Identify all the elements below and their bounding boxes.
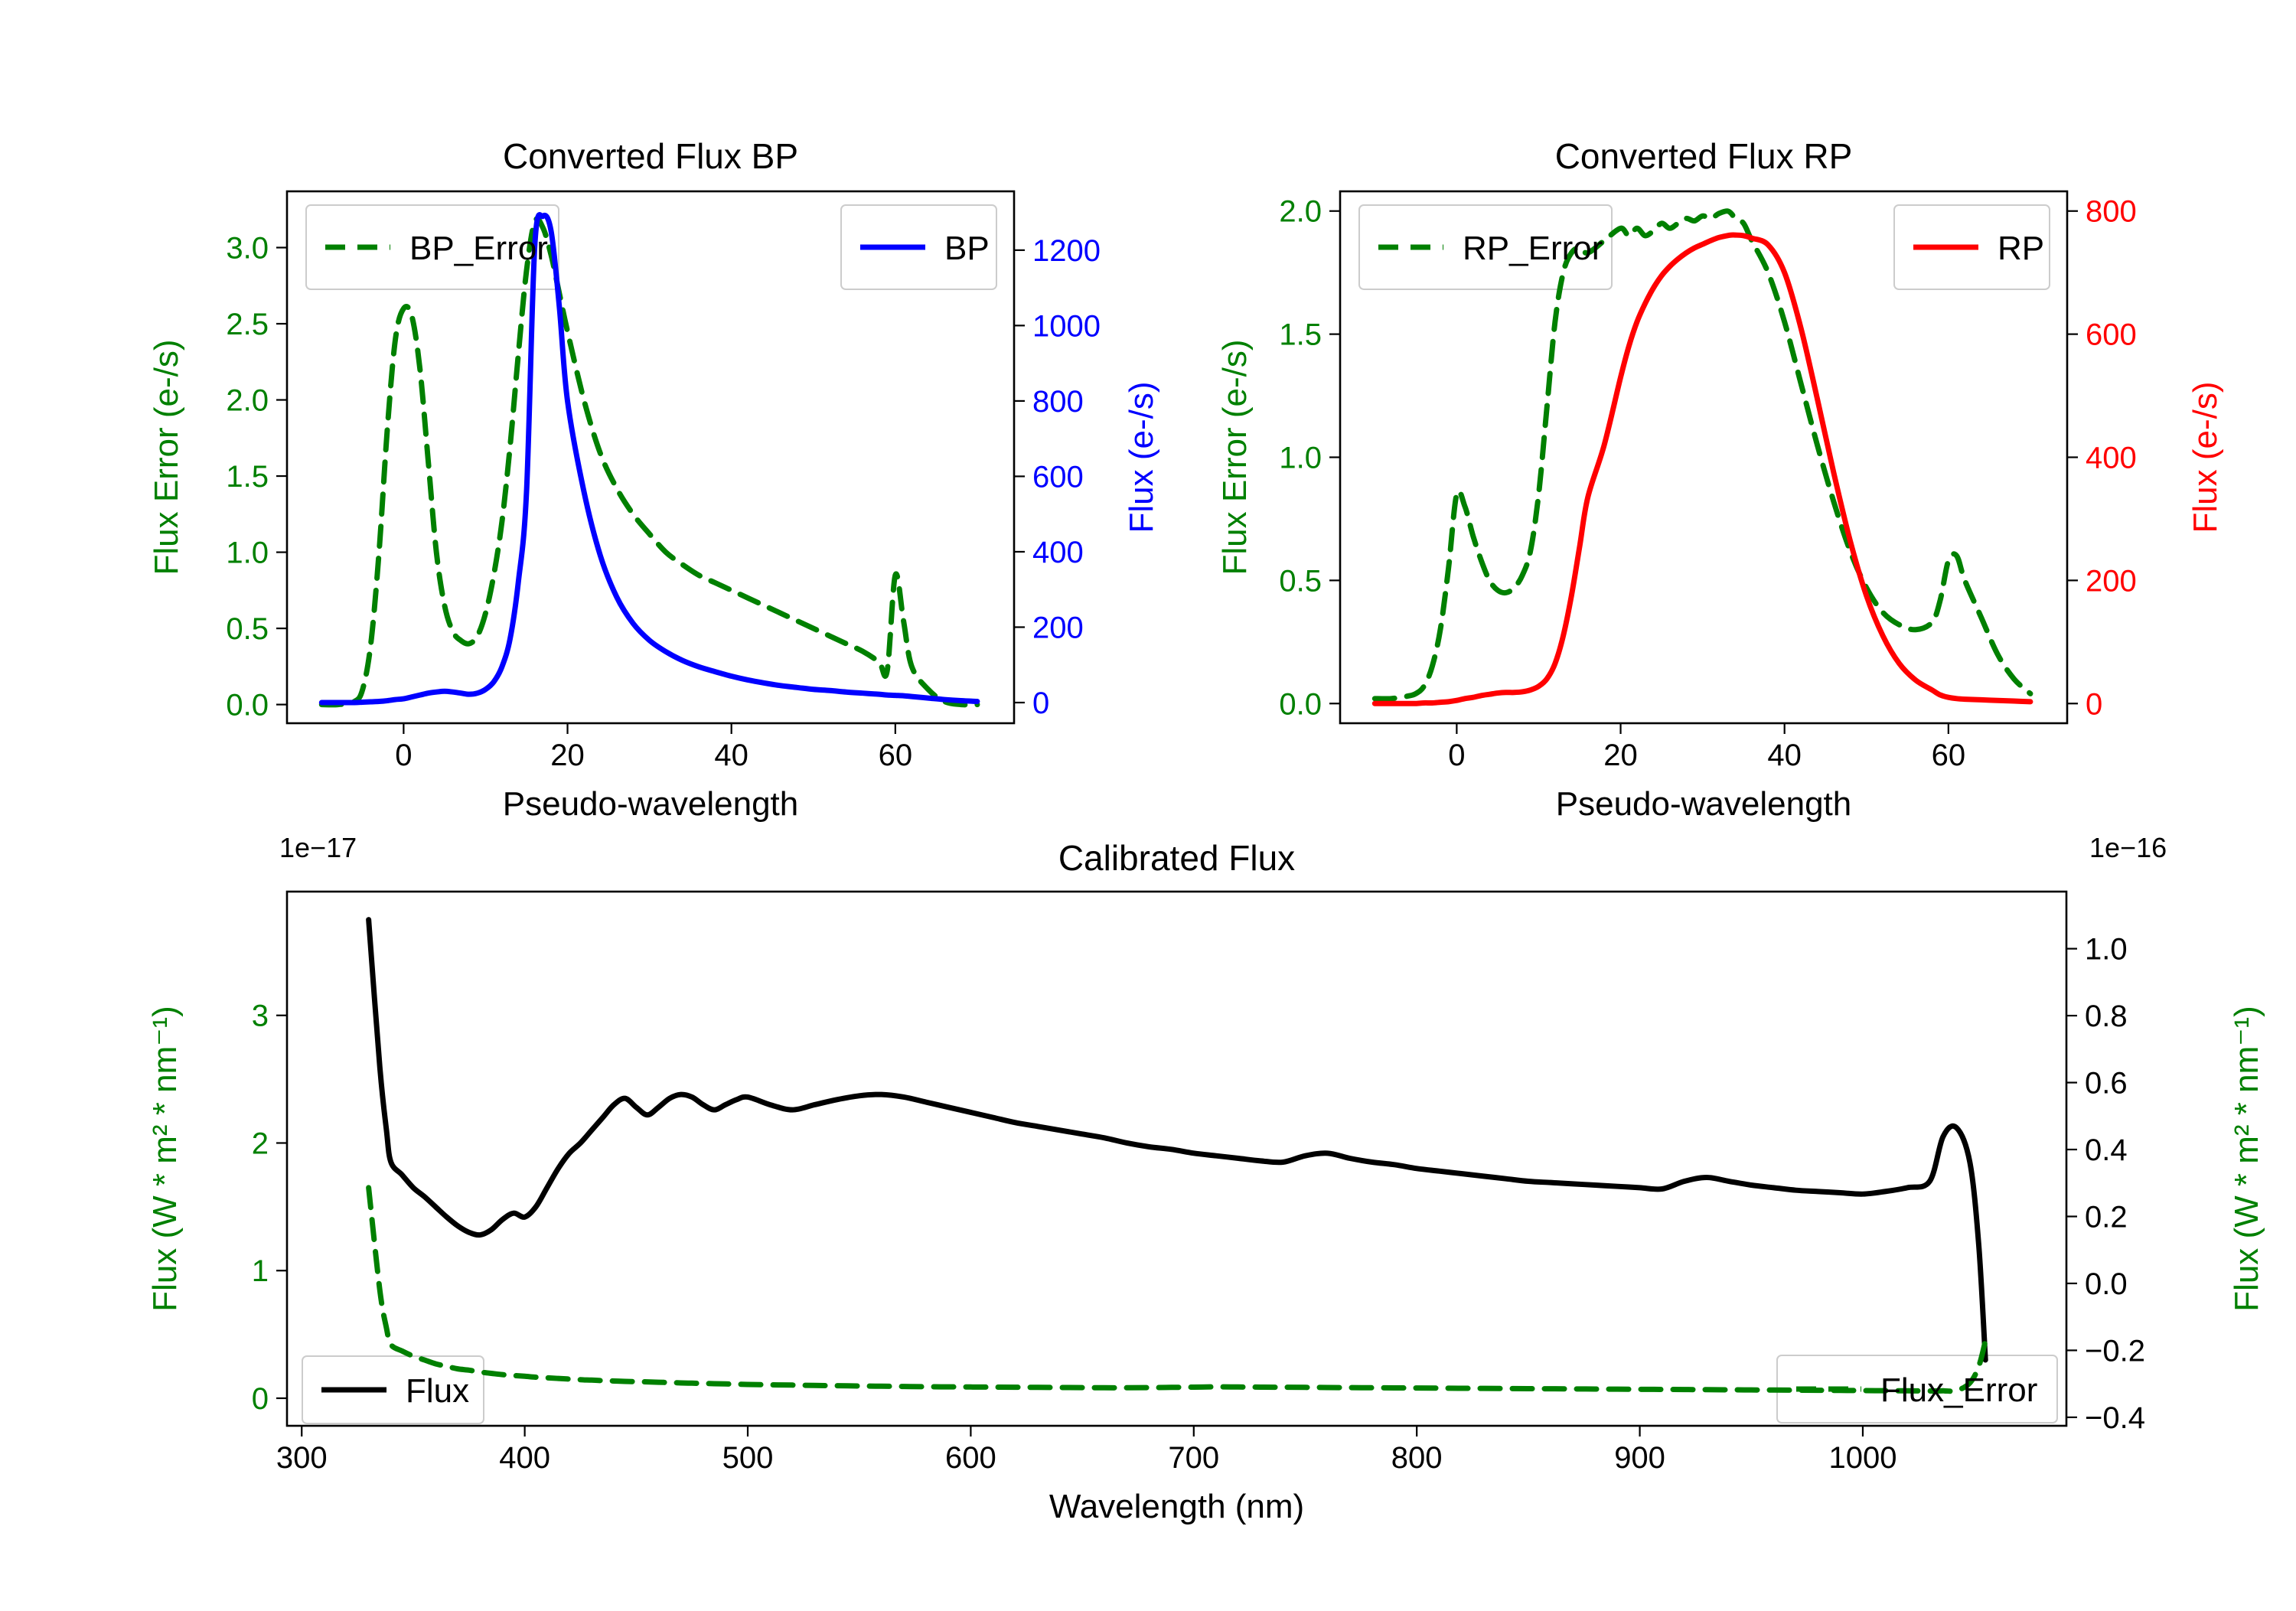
svg-text:Pseudo-wavelength: Pseudo-wavelength: [1556, 785, 1851, 823]
svg-text:Converted Flux BP: Converted Flux BP: [503, 136, 798, 176]
svg-text:0: 0: [1448, 739, 1465, 772]
svg-text:900: 900: [1614, 1441, 1665, 1475]
svg-text:BP_Error: BP_Error: [409, 230, 548, 267]
svg-text:Flux (e-/s): Flux (e-/s): [1123, 382, 1160, 533]
svg-text:2.0: 2.0: [226, 384, 269, 418]
svg-text:1200: 1200: [1032, 234, 1101, 268]
svg-text:0.8: 0.8: [2085, 1000, 2128, 1033]
svg-text:2.5: 2.5: [226, 308, 269, 341]
svg-text:RP: RP: [1998, 230, 2044, 267]
svg-text:−0.4: −0.4: [2085, 1401, 2145, 1435]
svg-text:0: 0: [2086, 687, 2102, 721]
svg-text:1: 1: [252, 1254, 269, 1288]
svg-text:0.0: 0.0: [226, 689, 269, 722]
svg-text:500: 500: [722, 1441, 774, 1475]
svg-text:600: 600: [1032, 460, 1084, 494]
svg-text:400: 400: [499, 1441, 550, 1475]
svg-text:200: 200: [2086, 564, 2137, 598]
svg-text:0.6: 0.6: [2085, 1067, 2128, 1101]
svg-text:600: 600: [945, 1441, 996, 1475]
svg-text:1.5: 1.5: [1279, 318, 1322, 352]
svg-text:1.0: 1.0: [1279, 442, 1322, 475]
svg-text:1000: 1000: [1828, 1441, 1896, 1475]
svg-text:Flux (W * m² * nm⁻¹): Flux (W * m² * nm⁻¹): [2228, 1006, 2265, 1312]
svg-text:1e−17: 1e−17: [279, 832, 357, 863]
svg-text:20: 20: [1603, 739, 1638, 772]
svg-text:0.4: 0.4: [2085, 1133, 2128, 1167]
svg-text:3: 3: [252, 1000, 269, 1033]
svg-text:400: 400: [2086, 442, 2137, 475]
svg-text:Pseudo-wavelength: Pseudo-wavelength: [503, 785, 798, 823]
svg-text:0.0: 0.0: [2085, 1267, 2128, 1301]
svg-text:1e−16: 1e−16: [2089, 832, 2167, 863]
svg-text:700: 700: [1168, 1441, 1219, 1475]
svg-text:0: 0: [1032, 686, 1049, 720]
svg-text:Flux (W * m² * nm⁻¹): Flux (W * m² * nm⁻¹): [146, 1006, 184, 1312]
svg-text:0: 0: [252, 1382, 269, 1416]
svg-text:0.5: 0.5: [226, 612, 269, 646]
svg-text:800: 800: [1032, 385, 1084, 419]
svg-text:40: 40: [1767, 739, 1802, 772]
svg-text:0.0: 0.0: [1279, 687, 1322, 721]
svg-text:600: 600: [2086, 318, 2137, 352]
svg-text:Flux Error (e-/s): Flux Error (e-/s): [148, 340, 185, 576]
svg-text:3.0: 3.0: [226, 232, 269, 266]
svg-text:−0.2: −0.2: [2085, 1334, 2145, 1368]
svg-text:800: 800: [1391, 1441, 1443, 1475]
svg-text:60: 60: [879, 739, 913, 772]
svg-text:Converted Flux RP: Converted Flux RP: [1555, 136, 1853, 176]
svg-text:Flux: Flux: [406, 1372, 469, 1410]
svg-text:Flux (e-/s): Flux (e-/s): [2187, 382, 2224, 533]
svg-text:60: 60: [1932, 739, 1966, 772]
svg-text:2: 2: [252, 1127, 269, 1160]
svg-text:800: 800: [2086, 195, 2137, 229]
svg-text:20: 20: [550, 739, 585, 772]
svg-text:300: 300: [276, 1441, 328, 1475]
svg-text:1000: 1000: [1032, 309, 1101, 343]
svg-text:400: 400: [1032, 536, 1084, 569]
svg-text:1.0: 1.0: [226, 536, 269, 570]
svg-text:Wavelength (nm): Wavelength (nm): [1049, 1488, 1304, 1525]
svg-text:1.0: 1.0: [2085, 933, 2128, 967]
svg-text:RP_Error: RP_Error: [1463, 230, 1603, 267]
svg-text:0: 0: [395, 739, 412, 772]
svg-text:Calibrated Flux: Calibrated Flux: [1058, 838, 1295, 878]
svg-text:2.0: 2.0: [1279, 195, 1322, 229]
svg-text:BP: BP: [944, 230, 990, 267]
svg-text:1.5: 1.5: [226, 460, 269, 494]
svg-text:200: 200: [1032, 611, 1084, 644]
svg-text:Flux Error (e-/s): Flux Error (e-/s): [1216, 340, 1254, 576]
svg-text:0.2: 0.2: [2085, 1200, 2128, 1234]
svg-text:Flux_Error: Flux_Error: [1880, 1371, 2037, 1409]
svg-text:0.5: 0.5: [1279, 564, 1322, 598]
svg-text:40: 40: [714, 739, 748, 772]
